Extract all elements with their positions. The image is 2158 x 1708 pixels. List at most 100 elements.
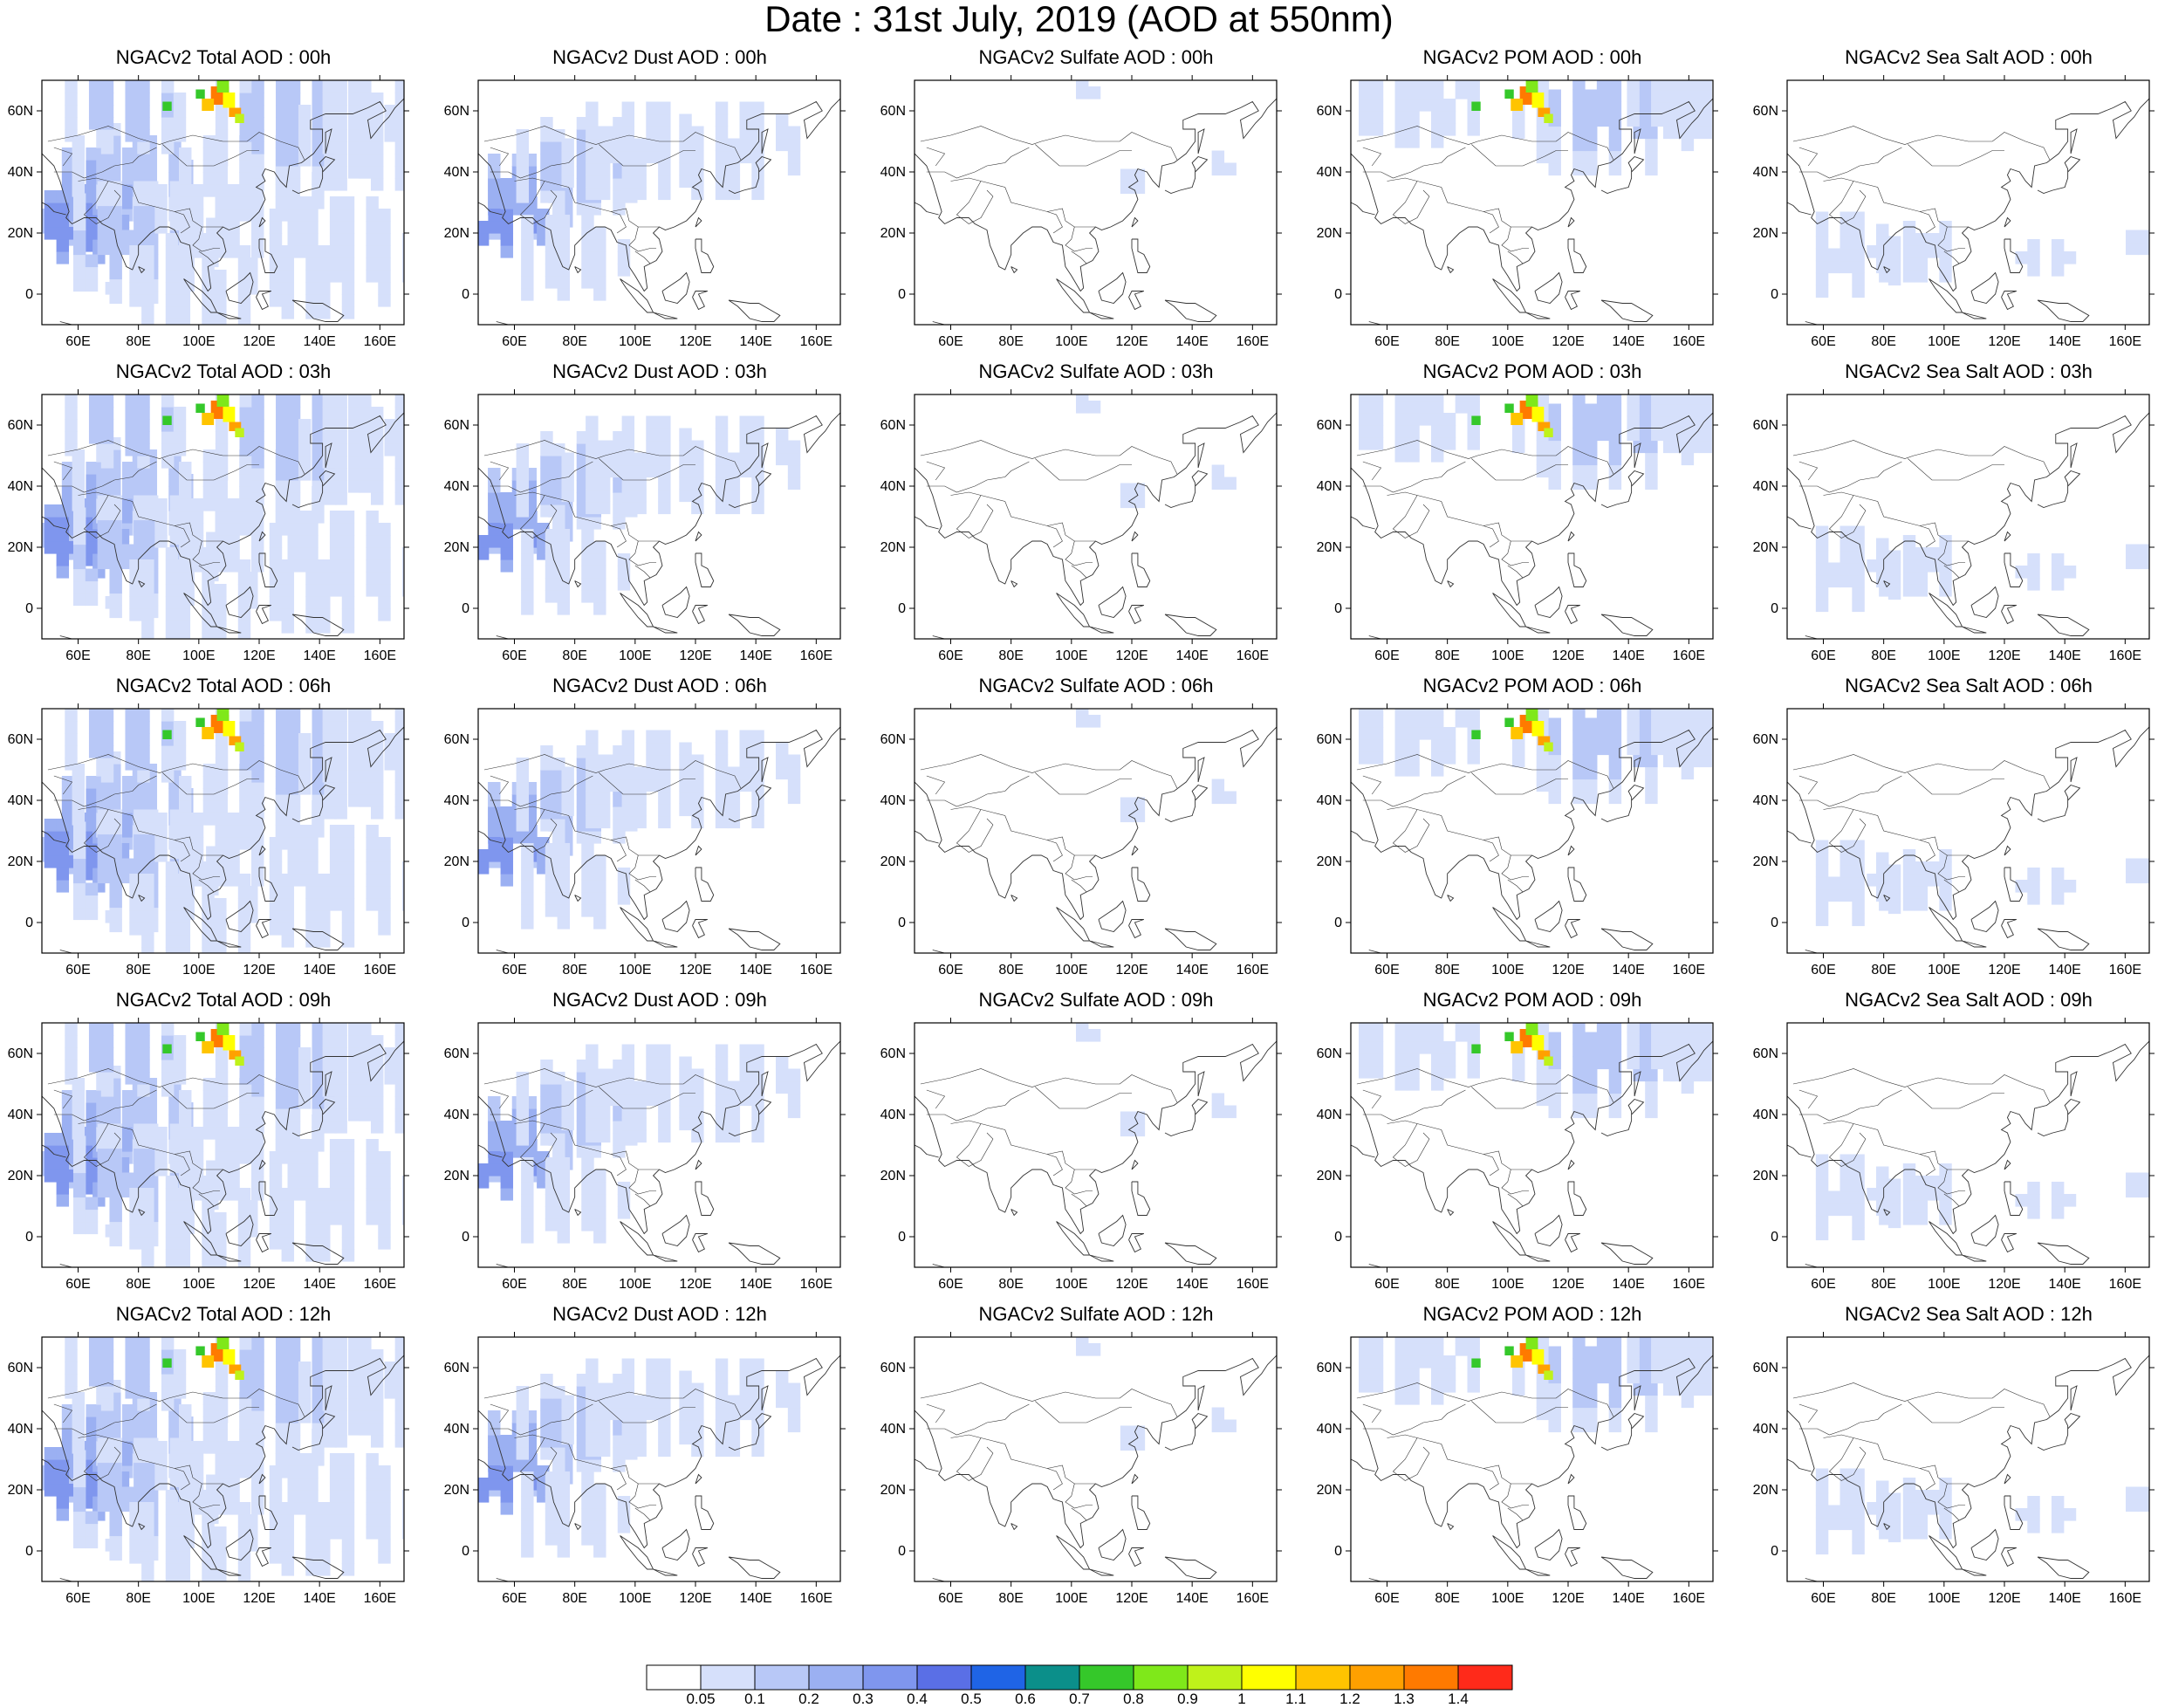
aod-cell — [557, 1206, 571, 1219]
aod-cell — [1442, 437, 1456, 450]
aod-cell — [1548, 101, 1561, 115]
aod-cell — [305, 221, 319, 234]
aod-cell — [1407, 727, 1420, 740]
aod-cell — [1358, 715, 1372, 728]
country-border — [956, 181, 994, 224]
aod-cell — [1419, 709, 1432, 716]
aod-cell — [1394, 727, 1408, 740]
lon-tick-label: 80E — [1871, 648, 1895, 663]
aod-cell — [586, 113, 599, 127]
aod-cell — [1572, 428, 1586, 442]
aod-cell — [318, 1188, 331, 1201]
country-border — [956, 809, 994, 853]
aod-cell — [1939, 257, 1952, 271]
aod-cell — [293, 547, 306, 560]
coastline — [2037, 155, 2081, 194]
aod-cell — [341, 559, 355, 573]
aod-cell — [173, 105, 187, 118]
aod-cell — [312, 93, 325, 106]
aod-cell — [125, 709, 138, 710]
aod-cell — [177, 886, 191, 899]
lon-tick-label: 120E — [1552, 648, 1584, 663]
aod-cell — [2027, 880, 2040, 893]
aod-cell — [1879, 270, 1892, 283]
country-border — [920, 126, 1178, 161]
aod-cell — [287, 80, 301, 81]
aod-cell — [227, 535, 240, 548]
aod-cell — [44, 215, 58, 228]
aod-cell — [72, 193, 86, 207]
aod-cell — [751, 1044, 764, 1058]
aod-cell — [65, 1023, 78, 1024]
aod-cell — [287, 1060, 301, 1073]
aod-cell — [134, 1135, 147, 1149]
aod-cell — [276, 733, 289, 746]
aod-cell — [500, 874, 514, 887]
aod-cell — [341, 221, 355, 234]
aod-cell — [1852, 272, 1865, 286]
aod-cell — [586, 779, 599, 792]
aod-cell — [276, 721, 289, 734]
aod-cell — [557, 868, 571, 881]
aod-cell — [305, 1200, 319, 1213]
aod-cell — [557, 541, 571, 554]
aod-cell — [516, 504, 530, 518]
aod-cell — [1548, 791, 1561, 805]
aod-hotspot-cell — [235, 1056, 244, 1066]
aod-cell — [334, 1096, 347, 1109]
aod-cell — [1852, 248, 1865, 262]
aod-cell — [61, 1115, 75, 1128]
aod-cell — [609, 766, 623, 780]
aod-cell — [1407, 764, 1420, 777]
aod-cell — [334, 733, 347, 746]
aod-cell — [646, 742, 659, 756]
lon-tick-label: 100E — [1491, 648, 1524, 663]
lon-tick-label: 100E — [1055, 963, 1087, 977]
aod-cell — [125, 1023, 138, 1024]
lat-tick-label: 20N — [8, 1169, 33, 1183]
coastline — [258, 1181, 278, 1216]
country-border — [611, 1154, 627, 1176]
aod-cell — [727, 1129, 741, 1143]
aod-cell — [202, 233, 215, 246]
country-border — [950, 491, 1096, 542]
aod-cell — [251, 80, 264, 81]
aod-cell — [1548, 717, 1561, 731]
aod-cell — [646, 415, 659, 429]
aod-cell — [322, 431, 336, 444]
aod-cell — [56, 541, 70, 554]
aod-cell — [1627, 730, 1640, 744]
aod-cell — [691, 440, 704, 454]
aod-cell — [1512, 428, 1525, 442]
lat-tick-label: 60N — [1317, 104, 1342, 119]
aod-cell — [141, 596, 154, 609]
aod-cell — [407, 117, 419, 130]
country-border — [1908, 458, 2004, 481]
aod-cell — [609, 779, 623, 792]
aod-hotspot-cell — [1504, 89, 1514, 99]
aod-cell — [1572, 766, 1586, 780]
aod-field — [915, 80, 1277, 325]
aod-cell — [775, 742, 789, 756]
aod-cell — [190, 1188, 204, 1201]
aod-cell — [500, 221, 514, 234]
aod-cell — [586, 1093, 599, 1107]
aod-cell — [488, 1151, 502, 1164]
aod-cell — [1394, 715, 1408, 728]
aod-cell — [1358, 80, 1372, 87]
aod-cell — [359, 1035, 372, 1048]
aod-cell — [1815, 550, 1829, 564]
aod-cell — [2027, 868, 2040, 881]
aod-cell — [329, 511, 343, 524]
aod-cell — [431, 1072, 443, 1085]
aod-cell — [597, 162, 611, 176]
aod-cell — [1585, 415, 1598, 429]
aod-cell — [251, 492, 264, 505]
aod-cell — [202, 1102, 216, 1115]
aod-cell — [202, 800, 216, 813]
aod-cell — [97, 181, 111, 195]
aod-cell — [125, 431, 138, 444]
aod-cell — [366, 511, 379, 524]
